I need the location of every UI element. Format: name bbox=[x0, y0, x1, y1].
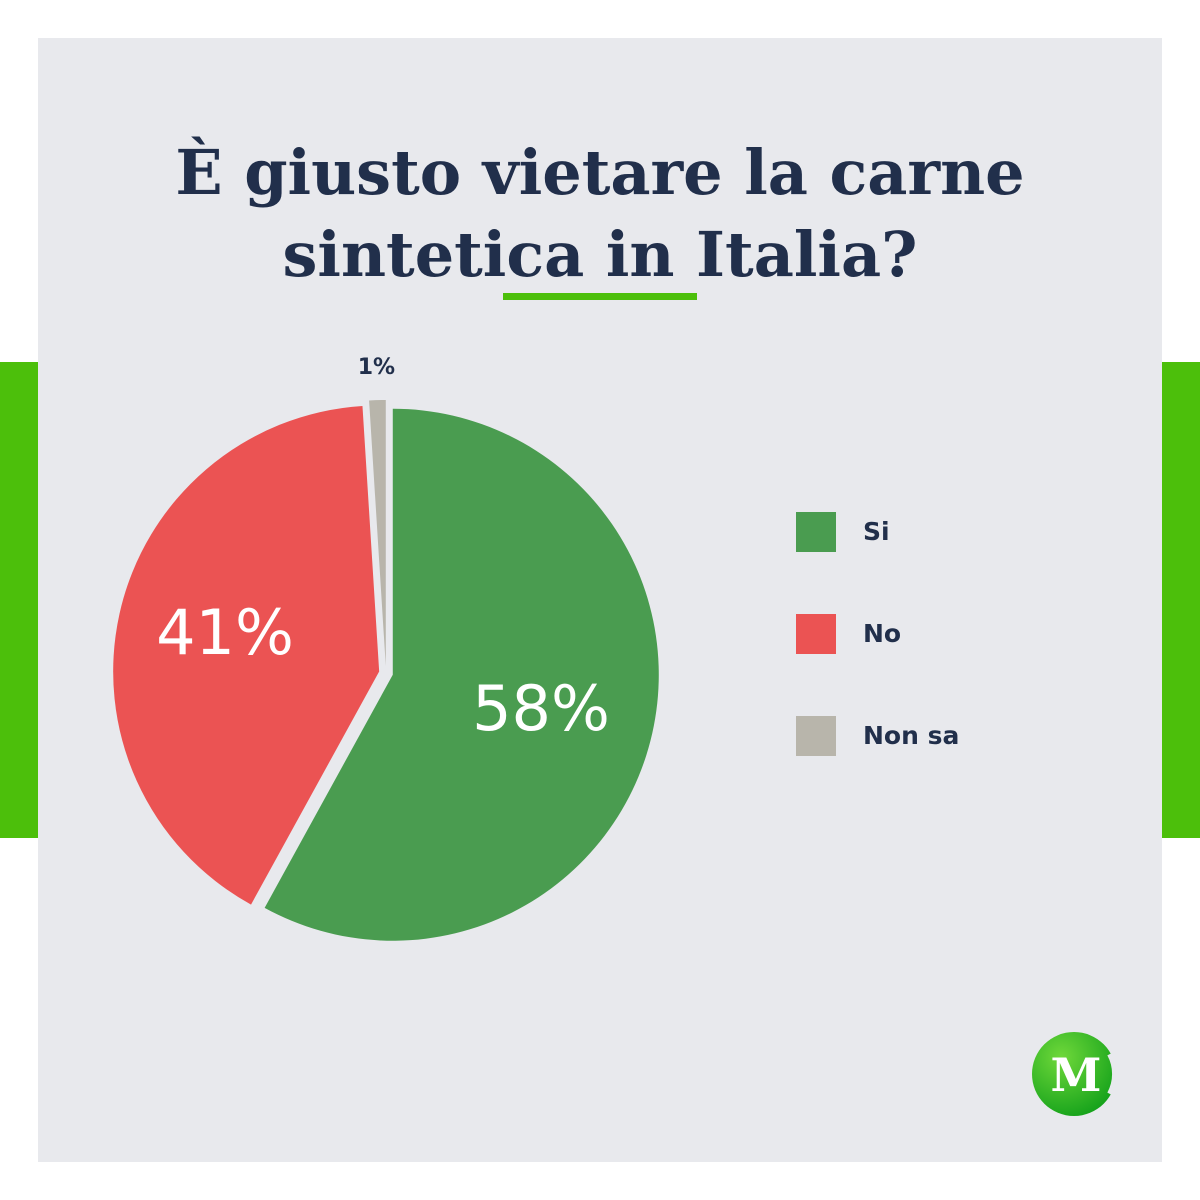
chart-title: È giusto vietare la carne sintetica in I… bbox=[175, 136, 1025, 291]
legend-swatch bbox=[796, 614, 836, 654]
legend-swatch bbox=[796, 512, 836, 552]
legend-swatch bbox=[796, 716, 836, 756]
right-accent-bar bbox=[1162, 362, 1200, 838]
legend-label: Si bbox=[863, 517, 890, 546]
pie-slice-no bbox=[113, 405, 380, 905]
pie-label-no: 41% bbox=[156, 596, 294, 669]
left-accent-bar bbox=[0, 362, 38, 838]
title-underline bbox=[503, 293, 697, 300]
pie-label-si: 58% bbox=[472, 672, 610, 745]
chart-panel: È giusto vietare la carne sintetica in I… bbox=[38, 38, 1162, 1162]
pie-slice-non-sa bbox=[369, 400, 386, 667]
pie-label-non-sa: 1% bbox=[358, 355, 395, 380]
legend-label: Non sa bbox=[863, 721, 960, 750]
circle-m-logo: M bbox=[1032, 1032, 1116, 1116]
logo-letter: M bbox=[1051, 1048, 1102, 1102]
pie-chart: 58% 41% 1% bbox=[113, 355, 659, 941]
legend-label: No bbox=[863, 619, 902, 648]
pie-slice-si bbox=[264, 408, 659, 941]
